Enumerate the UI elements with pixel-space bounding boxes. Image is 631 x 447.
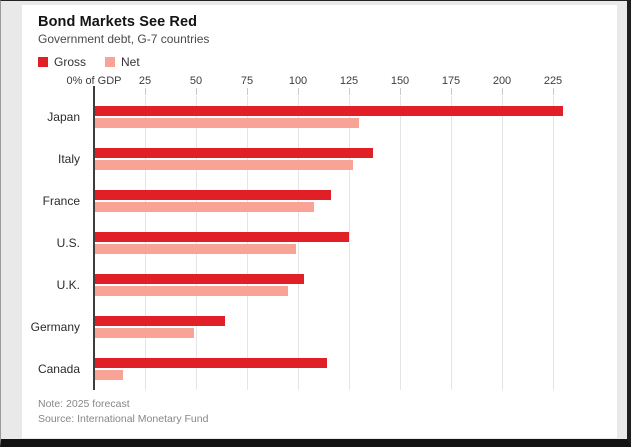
net-bar bbox=[94, 202, 315, 212]
country-label: Germany bbox=[30, 320, 80, 334]
country-label: Italy bbox=[57, 152, 80, 166]
x-tick-label: 50 bbox=[189, 75, 203, 87]
legend-swatch bbox=[38, 57, 48, 67]
bar-row bbox=[94, 264, 604, 306]
chart-subtitle: Government debt, G-7 countries bbox=[38, 32, 210, 46]
gross-bar bbox=[94, 358, 327, 368]
bar-row bbox=[94, 222, 604, 264]
plot-area bbox=[93, 86, 604, 390]
gross-bar bbox=[94, 274, 305, 284]
x-tick-mark bbox=[247, 88, 248, 95]
gridline bbox=[451, 96, 452, 390]
gross-bar bbox=[94, 316, 225, 326]
country-label: U.S. bbox=[56, 236, 80, 250]
gridline bbox=[196, 96, 197, 390]
legend: Gross Net bbox=[38, 55, 152, 69]
gridline bbox=[298, 96, 299, 390]
gross-bar bbox=[94, 148, 374, 158]
chart-area: Japan Italy France U.S. U.K. Germany Canada bbox=[22, 86, 604, 390]
y-axis-line bbox=[93, 86, 95, 390]
legend-swatch bbox=[105, 57, 116, 67]
chart-source: Source: International Monetary Fund bbox=[38, 413, 209, 425]
net-bar bbox=[94, 286, 288, 296]
x-tick-mark bbox=[196, 88, 197, 95]
net-bar bbox=[94, 118, 360, 128]
gross-bar bbox=[94, 232, 349, 242]
x-axis: 0% of GDP 25 50 75 100 125 150 175 200 225 bbox=[66, 75, 604, 89]
x-tick-label: 225 bbox=[543, 75, 563, 87]
x-tick-mark bbox=[349, 88, 350, 95]
country-label: Canada bbox=[37, 362, 80, 376]
x-tick-label: 25 bbox=[138, 75, 152, 87]
net-bar bbox=[94, 370, 123, 380]
bar-row bbox=[94, 96, 604, 138]
x-tick-mark bbox=[451, 88, 452, 95]
x-tick-label: 75 bbox=[240, 75, 254, 87]
legend-label: Gross bbox=[54, 55, 87, 69]
x-tick-label: 200 bbox=[492, 75, 512, 87]
legend-item: Net bbox=[105, 55, 140, 69]
bar-row bbox=[94, 348, 604, 390]
net-bar bbox=[94, 244, 296, 254]
net-bar bbox=[94, 160, 354, 170]
legend-item: Gross bbox=[38, 55, 86, 69]
legend-label: Net bbox=[121, 55, 140, 69]
x-tick-mark bbox=[400, 88, 401, 95]
country-label: France bbox=[42, 194, 80, 208]
gridline bbox=[349, 96, 350, 390]
bar-row bbox=[94, 138, 604, 180]
chart-footer: Note: 2025 forecast Source: Internationa… bbox=[38, 397, 208, 427]
gross-bar bbox=[94, 106, 564, 116]
gridline bbox=[145, 96, 146, 390]
country-label: Japan bbox=[47, 110, 80, 124]
x-tick-mark bbox=[298, 88, 299, 95]
gridline bbox=[400, 96, 401, 390]
x-tick-label: 100 bbox=[288, 75, 308, 87]
country-label: U.K. bbox=[56, 278, 80, 292]
chart-card: Bond Markets See Red Government debt, G-… bbox=[22, 5, 617, 438]
net-bar bbox=[94, 328, 194, 338]
bar-row bbox=[94, 306, 604, 348]
bar-row bbox=[94, 180, 604, 222]
gridline bbox=[553, 96, 554, 390]
x-tick-label: 125 bbox=[339, 75, 359, 87]
x-tick-mark bbox=[553, 88, 554, 95]
x-tick-mark bbox=[145, 88, 146, 95]
category-labels: Japan Italy France U.S. U.K. Germany Canada bbox=[22, 96, 94, 390]
gridline bbox=[502, 96, 503, 390]
x-tick-label: 175 bbox=[441, 75, 461, 87]
gross-bar bbox=[94, 190, 331, 200]
x-tick-label: 0% of GDP bbox=[66, 75, 122, 87]
chart-title: Bond Markets See Red bbox=[38, 14, 198, 30]
x-tick-mark bbox=[502, 88, 503, 95]
chart-note: Note: 2025 forecast bbox=[38, 398, 130, 410]
x-tick-label: 150 bbox=[390, 75, 410, 87]
gridline bbox=[247, 96, 248, 390]
